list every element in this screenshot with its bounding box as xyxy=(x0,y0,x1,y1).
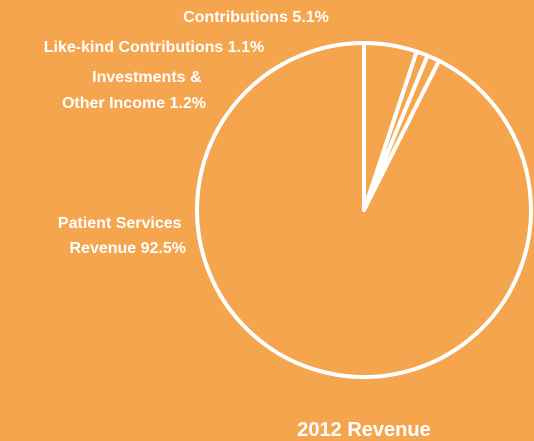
label-contributions: Contributions 5.1% xyxy=(183,9,329,26)
slice-contributions xyxy=(362,41,419,212)
label-investments-other-income: Investments & Other Income 1.2% xyxy=(62,69,206,112)
chart-title: 2012 Revenue xyxy=(297,419,430,441)
pie-slices xyxy=(195,41,533,379)
label-like-kind-contributions: Like-kind Contributions 1.1% xyxy=(44,39,264,56)
label-patient-services-revenue: Patient Services Revenue 92.5% xyxy=(58,215,186,257)
